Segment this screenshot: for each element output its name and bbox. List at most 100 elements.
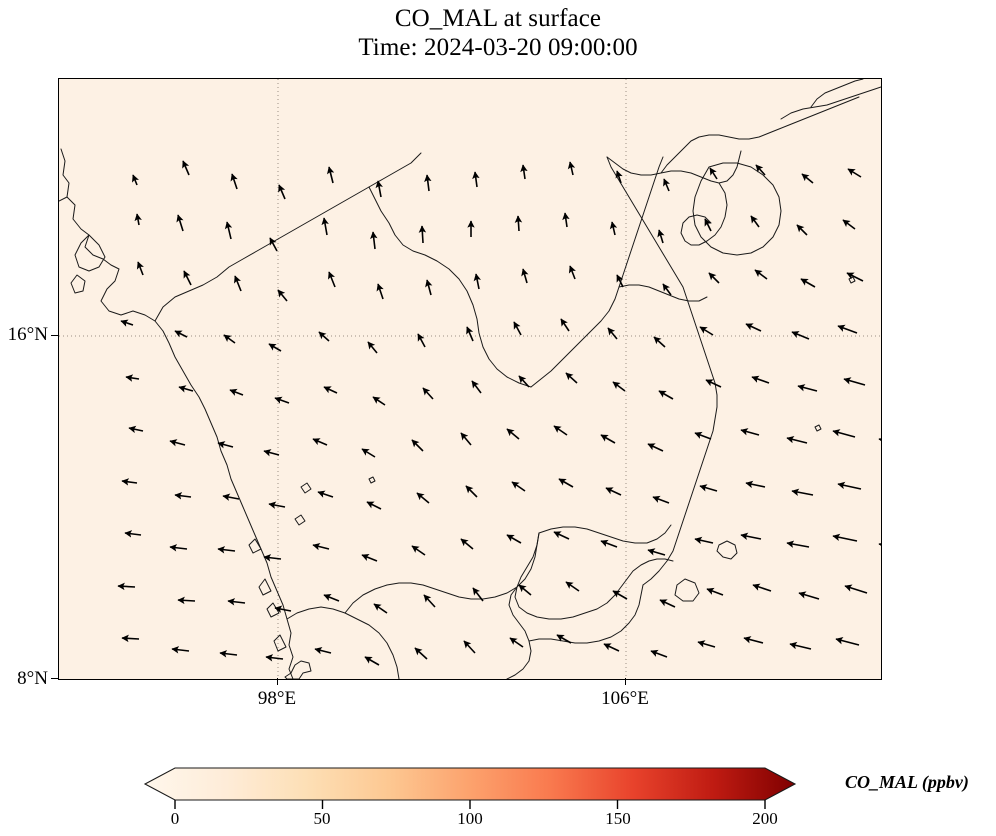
wind-vector [460, 538, 474, 550]
wind-vector [277, 289, 288, 302]
wind-vector [471, 380, 482, 394]
colorbar-tick-label-0: 0 [170, 809, 180, 828]
wind-vector [312, 542, 330, 551]
wind-vector [786, 540, 810, 548]
wind-vector [219, 650, 238, 658]
wind-vector [607, 327, 618, 340]
wind-vector [511, 481, 526, 492]
wind-vector [136, 261, 144, 276]
wind-vector [326, 166, 335, 184]
wind-vector [844, 584, 868, 594]
wind-vector [567, 161, 576, 176]
wind-vector [837, 324, 858, 334]
wind-vector [878, 541, 881, 549]
wind-vector [520, 164, 528, 180]
wind-vector [878, 436, 881, 445]
wind-vector [706, 587, 724, 596]
colorbar-tick-marks [174, 800, 766, 809]
wind-vector [506, 534, 522, 544]
wind-vector [509, 637, 524, 648]
wind-vector [128, 425, 144, 434]
wind-vector [367, 341, 378, 354]
wind-vector [269, 237, 278, 252]
wind-vector [473, 273, 482, 290]
wind-vector [694, 536, 714, 545]
wind-vector [663, 178, 671, 192]
ytick-mark-8N [51, 677, 58, 679]
wind-vector [132, 174, 139, 186]
wind-vector [376, 283, 384, 300]
xtick-label-106E: 106°E [601, 688, 649, 709]
wind-vector [268, 343, 282, 352]
wind-vector [704, 218, 712, 232]
wind-vector [697, 640, 716, 648]
wind-vector [521, 268, 529, 284]
wind-vector [463, 640, 476, 654]
wind-vector [472, 587, 484, 602]
wind-vector [177, 596, 196, 605]
colorbar-tick-label-200: 200 [752, 809, 778, 828]
wind-vector [615, 170, 623, 184]
map-plot-area[interactable] [58, 78, 882, 680]
colorbar-body [143, 767, 797, 801]
wind-vector [174, 492, 192, 500]
wind-vector [562, 212, 570, 228]
wind-vector [743, 636, 764, 644]
wind-vector [366, 501, 382, 510]
wind-vector [612, 590, 628, 600]
ytick-label-16N: 16°N [7, 324, 48, 345]
wind-vector [423, 594, 436, 608]
wind-vector [847, 168, 862, 178]
map-svg [59, 79, 881, 679]
wind-vector [268, 501, 286, 509]
colorbar-tick-label-100: 100 [457, 809, 483, 828]
wind-vector [745, 323, 762, 332]
wind-vector [791, 331, 810, 340]
wind-vector [694, 431, 712, 440]
wind-vector [603, 643, 620, 652]
wind-vector [375, 180, 383, 198]
wind-vector [754, 269, 768, 280]
wind-vector [171, 646, 190, 654]
wind-vector [121, 634, 140, 643]
wind-vector [745, 480, 766, 489]
wind-vector [518, 375, 530, 388]
wind-vector [174, 330, 188, 338]
wind-vector [837, 481, 862, 490]
wind-vector [465, 485, 478, 498]
wind-vector [124, 530, 142, 538]
wind-vector [411, 439, 424, 452]
wind-vector [364, 656, 380, 666]
wind-vector [843, 377, 866, 386]
wind-vector [460, 432, 472, 446]
wind-vector [416, 492, 430, 504]
xtick-label-98E: 98°E [257, 688, 297, 709]
wind-vector [361, 554, 378, 562]
wind-vector [424, 174, 432, 192]
wind-vector [740, 532, 762, 541]
wind-vector [616, 274, 624, 288]
wind-vector [222, 493, 240, 501]
colorbar-title: CO_MAL (ppbv) [845, 772, 969, 792]
wind-vector [121, 478, 138, 486]
wind-vector [800, 278, 816, 288]
wind-vector [612, 381, 626, 392]
wind-vector [705, 379, 722, 388]
wind-vector [553, 425, 568, 436]
wind-vector [370, 231, 378, 250]
wind-vector [513, 321, 522, 336]
ytick-mark-16N [51, 334, 58, 336]
wind-vector [263, 449, 280, 457]
wind-vector [708, 272, 720, 284]
wind-vector [797, 384, 818, 392]
wind-vector [518, 584, 532, 596]
wind-vector [274, 396, 290, 404]
wind-vector [263, 554, 282, 562]
wind-vector [224, 221, 233, 240]
wind-vector [835, 637, 860, 646]
wind-vector [234, 275, 242, 292]
wind-vector [657, 229, 665, 244]
wind-vector [312, 438, 328, 446]
wind-vector [600, 539, 618, 548]
wind-vector [605, 487, 622, 496]
